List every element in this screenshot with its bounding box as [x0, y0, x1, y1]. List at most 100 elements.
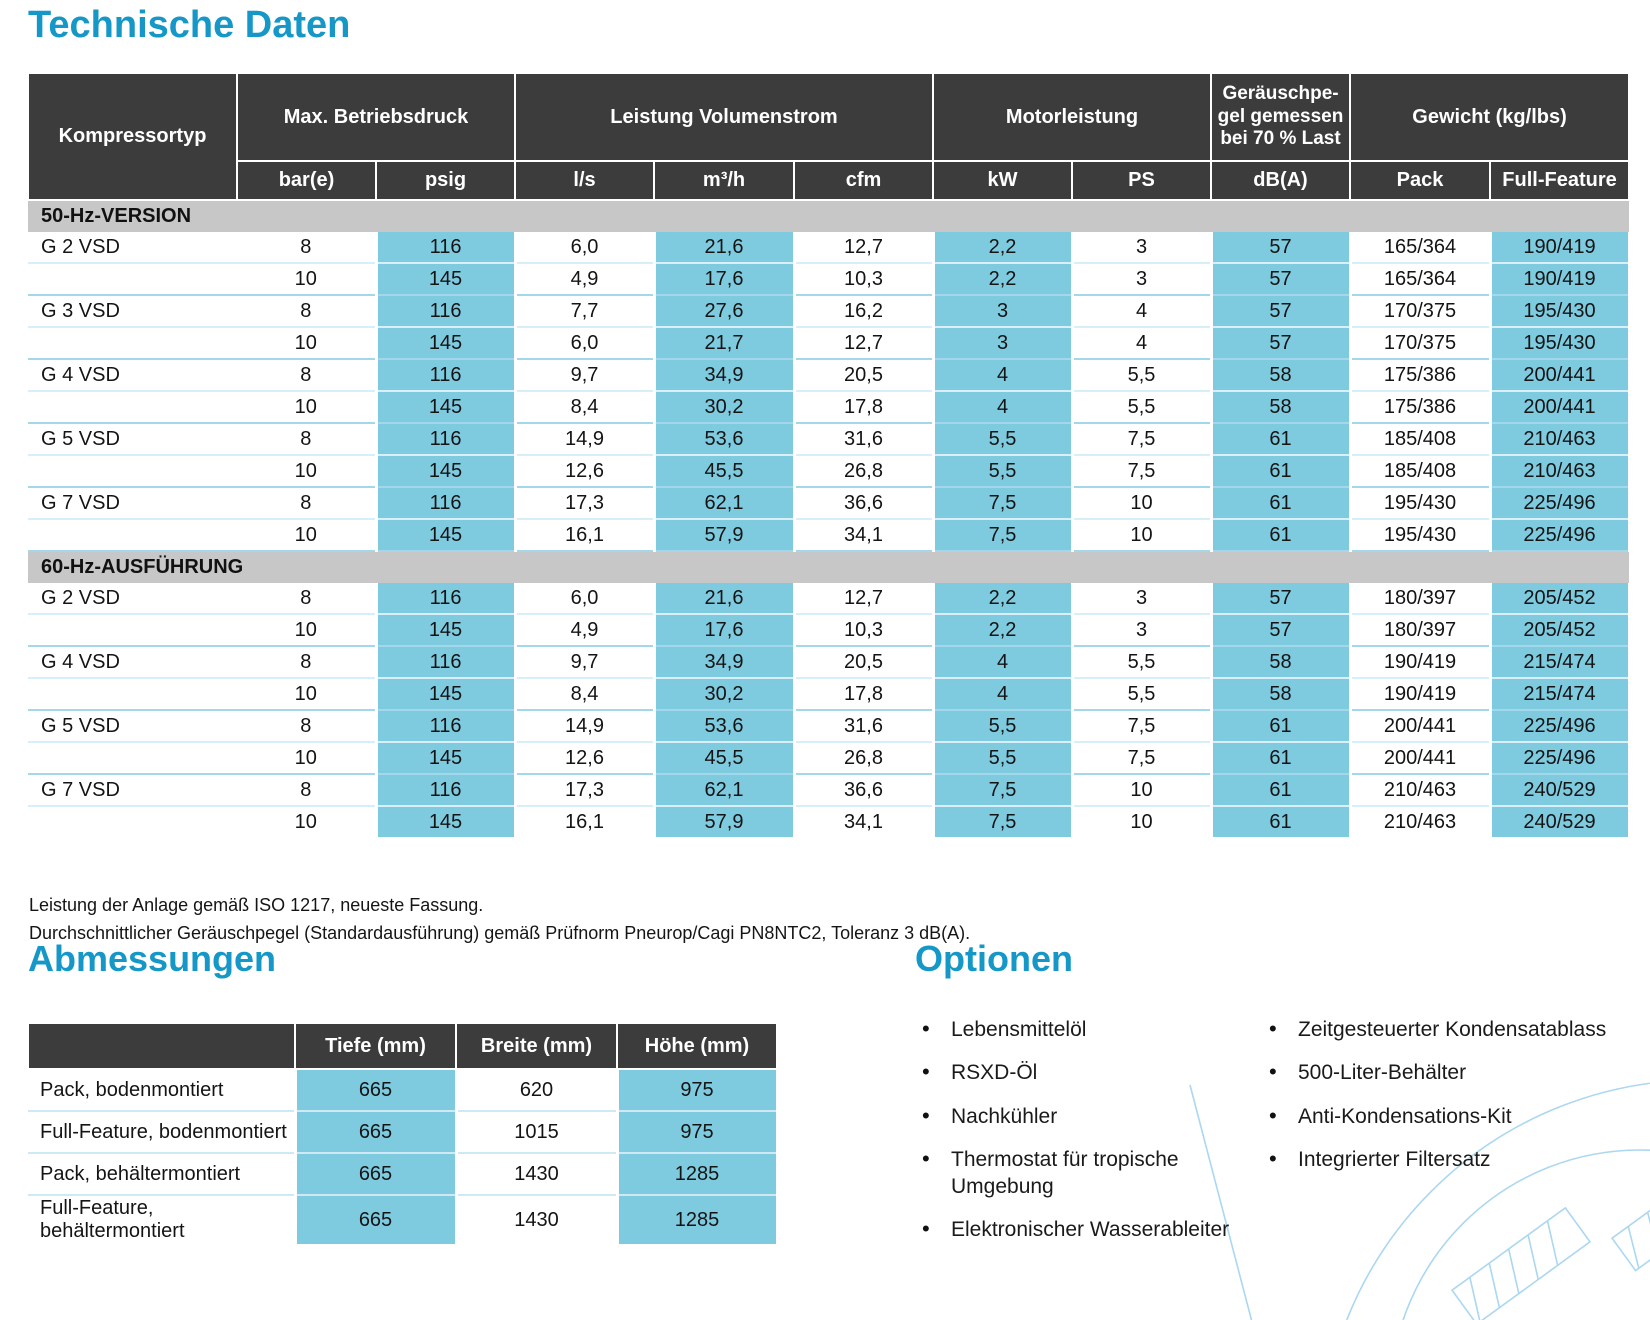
value-cell: 6,0: [515, 583, 655, 615]
value-cell: 61: [1209, 519, 1352, 552]
value-cell: 10: [237, 263, 376, 296]
value-cell: 14,9: [515, 710, 655, 743]
list-item: Thermostat für tropische Umgebung: [915, 1145, 1245, 1201]
value-cell: 5,5: [1072, 391, 1212, 424]
value-cell: 8,4: [515, 678, 655, 711]
value-cell: 45,5: [652, 455, 796, 488]
value-cell: 165/364: [1350, 232, 1491, 264]
dimensions-table-header: Tiefe (mm) Breite (mm) Höhe (mm): [27, 1022, 778, 1070]
value-cell: 3: [1072, 583, 1212, 615]
unit-header-dba: dB(A): [1210, 160, 1352, 201]
unit-header-kw: kW: [932, 160, 1074, 201]
unit-header-m3h: m³/h: [653, 160, 796, 201]
model-cell: [28, 806, 237, 837]
technical-data-table: Kompressortyp Max. Betriebsdruck Leistun…: [27, 72, 1631, 837]
options-list-left: Lebensmittelöl RSXD-Öl Nachkühler Thermosta…: [915, 1015, 1245, 1260]
value-cell: 8,4: [515, 391, 655, 424]
value-cell: 175/386: [1350, 359, 1491, 392]
model-cell: [28, 678, 237, 711]
value-cell: 1285: [615, 1195, 779, 1244]
table-row: G 3 VSD 8 116 7,7 27,6 16,2 3 4 57 170/375 195/430: [28, 295, 1631, 328]
value-cell: 205/452: [1488, 583, 1631, 615]
value-cell: 145: [374, 678, 517, 711]
value-cell: 200/441: [1350, 710, 1491, 743]
value-cell: 30,2: [652, 678, 796, 711]
value-cell: 7,5: [931, 806, 1074, 837]
table-row: 10 145 16,1 57,9 34,1 7,5 10 61 210/463 240/529: [28, 806, 1631, 837]
value-cell: 145: [374, 614, 517, 647]
section-row: 50-Hz-VERSION: [28, 200, 1630, 232]
table-row: 10 145 4,9 17,6 10,3 2,2 3 57 165/364 190/419: [28, 263, 1631, 296]
value-cell: 195/430: [1350, 487, 1491, 520]
table-row: G 7 VSD 8 116 17,3 62,1 36,6 7,5 10 61 210/463 240…: [28, 774, 1631, 807]
model-cell: G 5 VSD: [28, 423, 237, 456]
unit-header-ps: PS: [1071, 160, 1213, 201]
value-cell: 116: [374, 232, 517, 264]
value-cell: 665: [293, 1195, 458, 1244]
list-item: Anti-Kondensations-Kit: [1262, 1102, 1650, 1131]
value-cell: 3: [931, 295, 1074, 328]
value-cell: 3: [1072, 614, 1212, 647]
value-cell: 4: [1072, 327, 1212, 360]
value-cell: 210/463: [1350, 774, 1491, 807]
value-cell: 4: [931, 391, 1074, 424]
value-cell: 12,7: [794, 327, 934, 360]
value-cell: 145: [374, 519, 517, 552]
value-cell: 12,7: [794, 583, 934, 615]
model-cell: G 3 VSD: [28, 295, 237, 328]
section-label: 60-Hz-AUSFÜHRUNG: [28, 551, 1630, 583]
unit-header-fullfeature: Full-Feature: [1489, 160, 1631, 201]
value-cell: 34,9: [652, 646, 796, 679]
table-row: G 4 VSD 8 116 9,7 34,9 20,5 4 5,5 58 190/419 215/4…: [28, 646, 1631, 679]
value-cell: 7,7: [515, 295, 655, 328]
value-cell: 210/463: [1383, 810, 1457, 833]
value-cell: 57: [1209, 583, 1352, 615]
value-cell: 116: [374, 423, 517, 456]
value-cell: 190/419: [1488, 263, 1631, 296]
value-cell: 57: [1209, 327, 1352, 360]
value-cell: 190/419: [1350, 678, 1491, 711]
value-cell: 4,9: [515, 263, 655, 296]
value-cell: 665: [293, 1153, 458, 1196]
footnote-noise: Durchschnittlicher Geräuschpegel (Standa…: [29, 922, 971, 943]
value-cell: 175/386: [1350, 391, 1491, 424]
value-cell: 145: [374, 455, 517, 488]
model-cell: [28, 742, 237, 775]
model-cell: [28, 455, 237, 488]
list-item: RSXD-Öl: [915, 1058, 1245, 1087]
col-group-geraeuschpegel: Geräuschpe-gel gemessen bei 70 % Last: [1210, 72, 1352, 162]
value-cell: 8: [237, 423, 376, 456]
dimension-label-cell: Full-Feature, behältermontiert: [40, 1197, 185, 1242]
value-cell: 190/419: [1488, 232, 1631, 264]
value-cell: 7,5: [1072, 455, 1212, 488]
value-cell: 21,6: [652, 583, 796, 615]
col-group-betriebsdruck: Max. Betriebsdruck: [235, 72, 517, 162]
value-cell: 116: [374, 710, 517, 743]
value-cell: 2,2: [931, 263, 1074, 296]
value-cell: 215/474: [1488, 646, 1631, 679]
value-cell: 14,9: [515, 423, 655, 456]
value-cell: 116: [374, 583, 517, 615]
value-cell: 58: [1209, 391, 1352, 424]
value-cell: 61: [1209, 710, 1352, 743]
value-cell: 26,8: [794, 742, 934, 775]
value-cell: 12,6: [515, 742, 655, 775]
dimensions-table-body: Pack, bodenmontiert 665 620 975 Full-Feature…: [28, 1069, 779, 1244]
value-cell: 195/430: [1488, 295, 1631, 328]
value-cell: 1430: [456, 1153, 617, 1196]
value-cell: 1430: [514, 1208, 559, 1231]
value-cell: 225/496: [1488, 710, 1631, 743]
table-row: Full-Feature, behältermontiert 665 1430 128…: [28, 1195, 779, 1244]
value-cell: 200/441: [1488, 391, 1631, 424]
value-cell: 8: [237, 646, 376, 679]
table-row: G 7 VSD 8 116 17,3 62,1 36,6 7,5 10 61 195/430 225…: [28, 487, 1631, 520]
value-cell: 31,6: [794, 423, 934, 456]
tech-table-header: Kompressortyp Max. Betriebsdruck Leistun…: [27, 72, 1631, 201]
table-row: 10 145 8,4 30,2 17,8 4 5,5 58 175/386 200/441: [28, 391, 1631, 424]
value-cell: 975: [615, 1069, 779, 1112]
model-cell: [28, 391, 237, 424]
value-cell: 205/452: [1488, 614, 1631, 647]
value-cell: 5,5: [1072, 678, 1212, 711]
value-cell: 26,8: [794, 455, 934, 488]
value-cell: 21,7: [652, 327, 796, 360]
